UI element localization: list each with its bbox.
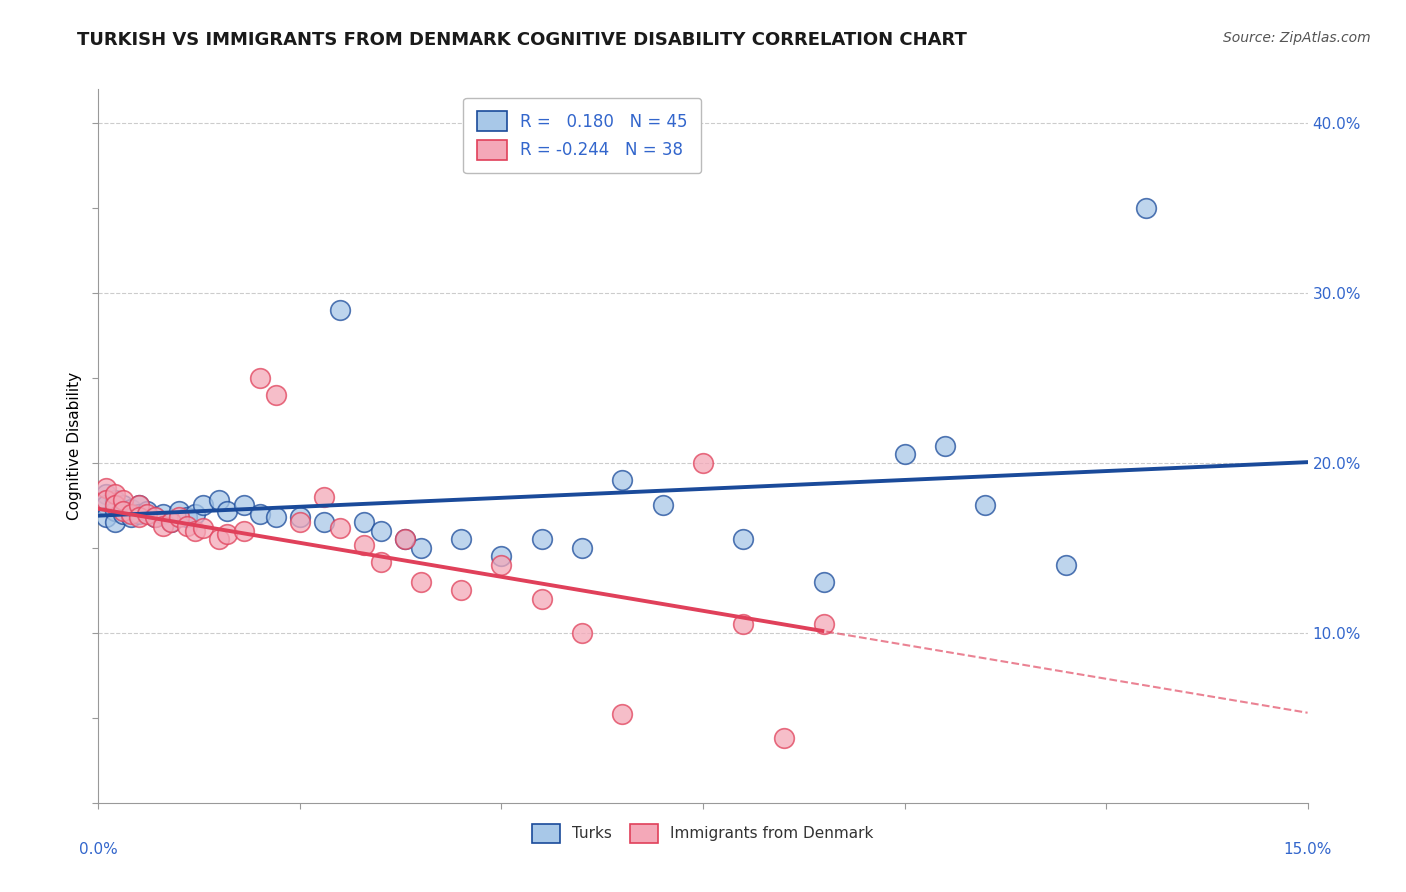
Point xyxy=(692,456,714,470)
Point xyxy=(111,507,134,521)
Point xyxy=(329,303,352,318)
Point xyxy=(733,533,755,547)
Point xyxy=(1135,201,1157,215)
Point xyxy=(160,516,183,530)
Point xyxy=(974,499,997,513)
Point xyxy=(571,626,593,640)
Point xyxy=(813,574,835,589)
Point xyxy=(1054,558,1077,572)
Point xyxy=(288,516,311,530)
Point xyxy=(160,516,183,530)
Point xyxy=(143,510,166,524)
Point xyxy=(193,520,215,534)
Point xyxy=(152,507,174,521)
Point xyxy=(530,533,553,547)
Point xyxy=(329,520,352,534)
Point xyxy=(120,501,142,516)
Point xyxy=(135,503,157,517)
Point xyxy=(96,499,118,513)
Point xyxy=(120,510,142,524)
Point xyxy=(128,507,150,521)
Y-axis label: Cognitive Disability: Cognitive Disability xyxy=(66,372,82,520)
Point xyxy=(651,499,673,513)
Point xyxy=(103,503,125,517)
Point xyxy=(394,533,416,547)
Point xyxy=(370,524,392,538)
Point xyxy=(314,490,336,504)
Point xyxy=(314,516,336,530)
Point xyxy=(167,503,190,517)
Point xyxy=(612,473,634,487)
Point xyxy=(111,493,134,508)
Point xyxy=(96,510,118,524)
Point xyxy=(450,533,472,547)
Point xyxy=(733,617,755,632)
Point xyxy=(353,516,375,530)
Text: Source: ZipAtlas.com: Source: ZipAtlas.com xyxy=(1223,31,1371,45)
Point xyxy=(128,499,150,513)
Point xyxy=(571,541,593,555)
Point xyxy=(612,707,634,722)
Point xyxy=(184,507,207,521)
Point xyxy=(491,558,513,572)
Point xyxy=(264,388,287,402)
Text: 0.0%: 0.0% xyxy=(79,842,118,856)
Point xyxy=(249,507,271,521)
Point xyxy=(217,527,239,541)
Point xyxy=(120,507,142,521)
Point xyxy=(128,499,150,513)
Point xyxy=(128,510,150,524)
Point xyxy=(111,503,134,517)
Point xyxy=(288,510,311,524)
Point xyxy=(530,591,553,606)
Point xyxy=(103,516,125,530)
Point xyxy=(450,583,472,598)
Point xyxy=(96,482,118,496)
Point xyxy=(772,731,794,746)
Text: 15.0%: 15.0% xyxy=(1284,842,1331,856)
Legend: Turks, Immigrants from Denmark: Turks, Immigrants from Denmark xyxy=(526,818,880,848)
Point xyxy=(208,533,231,547)
Point xyxy=(491,549,513,564)
Point xyxy=(103,499,125,513)
Point xyxy=(135,507,157,521)
Point xyxy=(217,503,239,517)
Point xyxy=(409,574,432,589)
Point xyxy=(143,510,166,524)
Point xyxy=(152,519,174,533)
Point xyxy=(353,537,375,551)
Point xyxy=(232,499,254,513)
Point xyxy=(193,499,215,513)
Point xyxy=(813,617,835,632)
Point xyxy=(96,493,118,508)
Point xyxy=(208,493,231,508)
Point xyxy=(249,371,271,385)
Point xyxy=(394,533,416,547)
Point xyxy=(103,493,125,508)
Point xyxy=(176,510,198,524)
Point xyxy=(232,524,254,538)
Point xyxy=(409,541,432,555)
Text: TURKISH VS IMMIGRANTS FROM DENMARK COGNITIVE DISABILITY CORRELATION CHART: TURKISH VS IMMIGRANTS FROM DENMARK COGNI… xyxy=(77,31,967,49)
Point xyxy=(176,519,198,533)
Point xyxy=(264,510,287,524)
Point xyxy=(103,486,125,500)
Point xyxy=(96,486,118,500)
Point xyxy=(167,510,190,524)
Point xyxy=(934,439,956,453)
Point xyxy=(184,524,207,538)
Point xyxy=(893,448,915,462)
Point xyxy=(370,555,392,569)
Point xyxy=(111,499,134,513)
